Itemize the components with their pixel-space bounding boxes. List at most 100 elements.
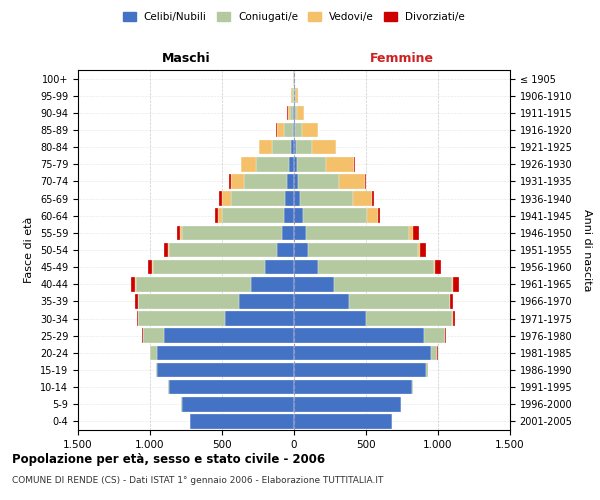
Bar — [326, 157, 355, 172]
Bar — [452, 312, 455, 326]
Bar — [229, 174, 230, 188]
Bar — [157, 362, 294, 378]
Legend: Celibi/Nubili, Coniugati/e, Vedovi/e, Divorziati/e: Celibi/Nubili, Coniugati/e, Vedovi/e, Di… — [119, 8, 469, 26]
Bar — [131, 277, 136, 291]
Bar — [244, 174, 287, 188]
Bar — [222, 192, 230, 206]
Bar — [366, 312, 452, 326]
Bar — [157, 346, 294, 360]
Bar — [298, 174, 338, 188]
Bar — [230, 192, 286, 206]
Bar — [295, 106, 297, 120]
Bar — [256, 157, 289, 172]
Bar — [251, 277, 294, 291]
Bar — [427, 362, 428, 378]
Bar — [294, 362, 427, 378]
Bar — [420, 242, 426, 258]
Bar — [287, 174, 294, 188]
Bar — [338, 174, 365, 188]
Bar — [277, 242, 294, 258]
Bar — [434, 260, 435, 274]
Bar — [215, 208, 218, 223]
Bar — [156, 362, 157, 378]
Bar — [294, 106, 295, 120]
Bar — [139, 312, 225, 326]
Bar — [308, 242, 418, 258]
Bar — [305, 226, 409, 240]
Bar — [136, 294, 139, 308]
Bar — [424, 328, 445, 343]
Bar — [300, 192, 353, 206]
Bar — [265, 260, 294, 274]
Bar — [164, 242, 168, 258]
Bar — [222, 208, 284, 223]
Bar — [286, 192, 294, 206]
Bar — [295, 122, 302, 138]
Bar — [413, 226, 419, 240]
Bar — [294, 174, 298, 188]
Bar — [293, 72, 294, 86]
Bar — [372, 192, 374, 206]
Bar — [287, 106, 290, 120]
Bar — [289, 157, 294, 172]
Bar — [142, 328, 143, 343]
Bar — [294, 277, 334, 291]
Bar — [435, 260, 440, 274]
Bar — [294, 242, 308, 258]
Bar — [294, 294, 349, 308]
Bar — [292, 88, 293, 103]
Bar — [225, 312, 294, 326]
Bar — [418, 242, 420, 258]
Bar — [259, 140, 272, 154]
Bar — [169, 242, 277, 258]
Bar — [377, 208, 380, 223]
Bar — [295, 88, 296, 103]
Bar — [136, 277, 251, 291]
Bar — [294, 414, 392, 428]
Bar — [294, 208, 302, 223]
Bar — [294, 346, 431, 360]
Bar — [297, 157, 326, 172]
Bar — [168, 242, 169, 258]
Bar — [291, 140, 294, 154]
Bar — [431, 346, 437, 360]
Bar — [294, 140, 296, 154]
Bar — [182, 226, 283, 240]
Bar — [445, 328, 446, 343]
Bar — [453, 277, 459, 291]
Bar — [294, 157, 297, 172]
Bar — [168, 380, 169, 394]
Bar — [367, 208, 377, 223]
Bar — [218, 208, 222, 223]
Bar — [190, 414, 294, 428]
Bar — [219, 192, 222, 206]
Bar — [334, 277, 452, 291]
Bar — [137, 312, 139, 326]
Bar — [284, 122, 293, 138]
Y-axis label: Anni di nascita: Anni di nascita — [582, 209, 592, 291]
Bar — [176, 226, 180, 240]
Bar — [349, 294, 449, 308]
Bar — [182, 397, 294, 411]
Bar — [139, 294, 239, 308]
Bar — [293, 106, 294, 120]
Y-axis label: Fasce di età: Fasce di età — [25, 217, 34, 283]
Bar — [297, 106, 304, 120]
Bar — [294, 328, 424, 343]
Bar — [365, 174, 366, 188]
Text: Femmine: Femmine — [370, 52, 434, 65]
Bar — [294, 312, 366, 326]
Bar — [353, 192, 372, 206]
Bar — [272, 140, 291, 154]
Bar — [277, 122, 284, 138]
Bar — [294, 122, 295, 138]
Bar — [294, 192, 300, 206]
Bar — [311, 140, 336, 154]
Bar — [143, 328, 164, 343]
Bar — [294, 397, 401, 411]
Bar — [150, 346, 157, 360]
Bar — [153, 260, 265, 274]
Bar — [169, 380, 294, 394]
Text: Maschi: Maschi — [161, 52, 211, 65]
Bar — [164, 328, 294, 343]
